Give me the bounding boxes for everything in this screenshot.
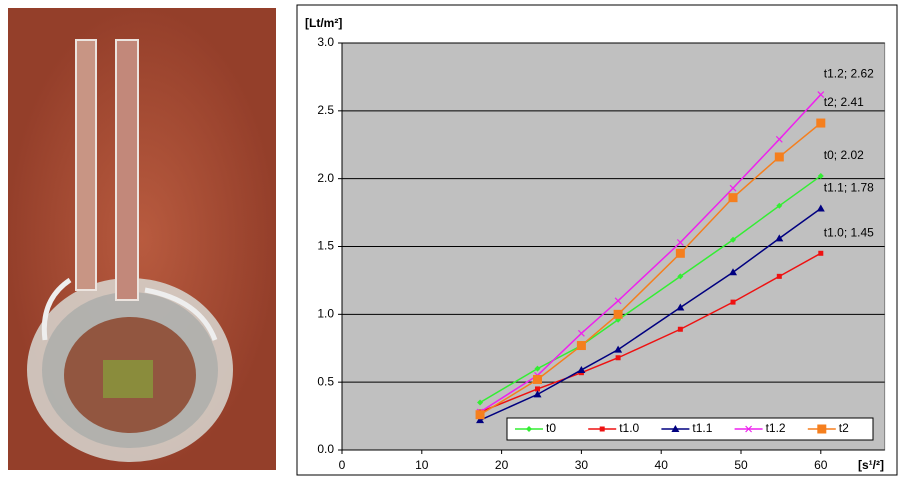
marker — [730, 299, 736, 305]
marker — [774, 152, 784, 162]
marker — [577, 365, 586, 373]
legend-label: t2 — [839, 421, 849, 435]
marker — [775, 234, 784, 242]
x-tick-label: 20 — [495, 458, 509, 472]
marker — [730, 236, 737, 243]
y-tick-label: 1.5 — [317, 239, 334, 253]
data-label: t1.2; 2.62 — [824, 67, 874, 81]
legend-box — [506, 417, 874, 441]
marker — [535, 386, 541, 392]
marker — [775, 135, 783, 143]
legend-label: t1.2 — [766, 421, 786, 435]
x-tick-label: 50 — [734, 458, 748, 472]
marker — [729, 184, 737, 192]
x-axis-title: [s¹/²] — [858, 458, 884, 472]
x-tick-label: 40 — [655, 458, 669, 472]
legend-marker — [671, 425, 680, 432]
marker — [776, 202, 783, 209]
marker — [533, 390, 542, 398]
series-line — [479, 175, 822, 404]
y-tick-label: 0.0 — [317, 442, 334, 456]
marker — [613, 309, 623, 319]
marker — [728, 193, 738, 203]
marker — [776, 273, 782, 279]
data-label: t1.0; 1.45 — [824, 225, 874, 239]
marker — [816, 204, 825, 212]
marker — [576, 341, 586, 351]
x-tick-label: 0 — [339, 458, 346, 472]
y-tick-label: 2.0 — [317, 171, 334, 185]
y-tick-label: 3.0 — [317, 35, 334, 49]
data-label: t1.1; 1.78 — [824, 181, 874, 195]
marker — [614, 297, 622, 305]
x-tick-label: 10 — [415, 458, 429, 472]
marker — [534, 365, 541, 372]
marker — [533, 374, 543, 384]
marker — [676, 303, 685, 311]
marker — [477, 399, 484, 406]
photo — [8, 8, 276, 470]
marker — [817, 172, 824, 179]
legend-marker — [599, 426, 605, 432]
x-tick-label: 60 — [814, 458, 828, 472]
legend-label: t1.1 — [692, 421, 712, 435]
y-tick-label: 1.0 — [317, 307, 334, 321]
marker — [577, 329, 585, 337]
x-tick-label: 30 — [575, 458, 589, 472]
data-label: t2; 2.41 — [824, 95, 864, 109]
chart: 0.0 0.5 1.0 1.5 2.0 2.5 3.0 0 10 20 30 40 50 60 [Lt/m²… — [305, 16, 886, 472]
series-line — [479, 252, 822, 413]
series-line — [479, 94, 822, 413]
y-tick-label: 2.5 — [317, 103, 334, 117]
legend-marker — [817, 424, 827, 434]
legend-marker — [526, 426, 532, 432]
marker — [677, 326, 683, 332]
marker — [818, 250, 824, 256]
marker — [614, 345, 623, 353]
legend-label: t0 — [546, 421, 556, 435]
series-line — [479, 207, 822, 421]
marker — [729, 268, 738, 276]
legend-label: t1.0 — [619, 421, 639, 435]
marker — [675, 248, 685, 258]
data-label: t0; 2.02 — [824, 148, 864, 162]
marker — [475, 410, 485, 420]
marker — [676, 239, 684, 246]
y-axis-title: [Lt/m²] — [305, 16, 342, 30]
marker — [817, 91, 825, 98]
legend-marker — [745, 425, 753, 433]
series-line — [479, 122, 822, 416]
marker — [615, 355, 621, 361]
y-tick-label: 0.5 — [317, 374, 334, 388]
marker — [816, 118, 826, 128]
marker — [476, 416, 485, 424]
marker — [677, 273, 684, 280]
